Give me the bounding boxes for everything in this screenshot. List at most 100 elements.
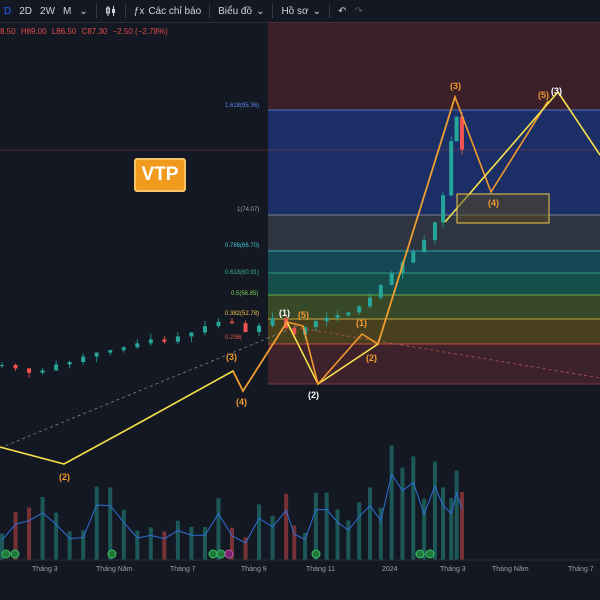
wave-label: (4) <box>488 198 499 208</box>
candle-body <box>357 306 362 313</box>
volume-bar <box>121 509 126 560</box>
volume-bar <box>324 492 329 560</box>
volume-bar <box>0 533 4 560</box>
wave-label: (3) <box>450 81 461 91</box>
volume-ma-line <box>1 472 463 544</box>
candle-body <box>27 368 32 373</box>
volume-bar <box>389 445 394 560</box>
volume-bar <box>454 470 459 560</box>
candle-body <box>175 336 180 342</box>
volume-bar <box>108 487 113 560</box>
wave-line-yellow-projection <box>444 90 600 223</box>
volume-bar <box>460 491 464 560</box>
ohlc-change: −2.50 (−2.78%) <box>112 27 168 36</box>
wave-label: (1) <box>279 308 290 318</box>
ohlc-close: C87.30 <box>81 27 108 36</box>
toolbar-divider <box>209 4 211 18</box>
fib-zone-236 <box>268 344 600 384</box>
volume-bar <box>148 527 153 560</box>
volume-bar <box>400 467 405 560</box>
candle-body <box>346 312 351 316</box>
volume-bar <box>449 497 454 560</box>
candle-body <box>324 317 329 322</box>
fib-zone-382 <box>268 319 600 344</box>
candle-body <box>40 370 45 373</box>
profile-label: Hồ sơ <box>281 5 309 17</box>
candle-body <box>313 321 318 328</box>
volume-bar <box>441 487 446 560</box>
ohlc-legend: 8.50 H89.00 L86.50 C87.30 −2.50 (−2.78%) <box>0 27 171 36</box>
volume-bar <box>292 525 297 560</box>
fib-label-786: 0.786(66.70) <box>225 243 260 249</box>
candle-body <box>108 350 113 353</box>
wave-label: (4) <box>236 397 247 407</box>
top-toolbar: D 2D 2W M ⌄ ƒx Các chỉ báo Biểu đồ ⌄ Hồ … <box>0 0 600 23</box>
x-tick: Tháng 7 <box>568 566 594 573</box>
volume-bar <box>175 520 180 560</box>
volume-bar <box>257 504 262 560</box>
candle-body <box>441 195 446 223</box>
chart-type-label: Biểu đồ <box>218 5 253 17</box>
interval-dropdown-icon[interactable]: ⌄ <box>79 5 88 17</box>
volume-bar <box>230 527 234 560</box>
interval-d[interactable]: D <box>4 5 12 17</box>
volume-bar <box>284 493 289 560</box>
volume-bar <box>162 531 167 560</box>
candle-body <box>454 116 459 142</box>
price-chart[interactable] <box>0 22 600 570</box>
wave-label: (3) <box>226 352 237 362</box>
symbol-badge: VTP <box>134 158 186 192</box>
wave-label: (2) <box>308 390 319 400</box>
volume-bar <box>270 515 275 560</box>
x-tick: Tháng 3 <box>32 566 58 573</box>
wave-label: (2) <box>366 353 377 363</box>
toolbar-divider <box>328 4 330 18</box>
fib-zone-618 <box>268 273 600 295</box>
volume-bar <box>81 530 86 560</box>
candle-body <box>368 297 372 307</box>
candle-body <box>243 323 248 333</box>
undo-icon[interactable]: ↶ <box>337 5 347 17</box>
indicators-button[interactable]: ƒx Các chỉ báo <box>130 0 205 22</box>
toolbar-divider <box>95 4 97 18</box>
dashed-trendline-lower <box>299 327 600 379</box>
volume-bar <box>13 512 18 560</box>
volume-bar <box>216 498 221 560</box>
volume-bar <box>202 527 207 560</box>
ohlc-low: L86.50 <box>51 27 77 36</box>
volume-bar <box>40 497 45 560</box>
toolbar-divider <box>124 4 126 18</box>
fib-label-236: 0.236( <box>225 335 243 341</box>
interval-m[interactable]: M <box>63 5 72 17</box>
volume-bars <box>0 445 464 560</box>
ohlc-open: 8.50 <box>0 27 16 36</box>
chevron-down-icon: ⌄ <box>256 5 265 17</box>
volume-bar <box>335 509 340 560</box>
candle-body <box>202 326 207 333</box>
fib-zone-top <box>268 22 600 110</box>
volume-bar <box>303 532 308 560</box>
chart-type-button[interactable]: Biểu đồ ⌄ <box>214 0 268 22</box>
candle-body <box>67 361 72 365</box>
fib-zone-786 <box>268 251 600 273</box>
candlesticks <box>0 111 464 378</box>
x-tick: 2024 <box>382 566 398 573</box>
candle-body <box>135 343 140 348</box>
interval-2w[interactable]: 2W <box>40 5 56 17</box>
wave4-target-box <box>456 193 550 224</box>
redo-icon[interactable]: ↷ <box>354 5 363 17</box>
candle-body <box>148 339 153 344</box>
candle-body <box>121 347 126 351</box>
time-axis[interactable]: Tháng 3 Tháng Năm Tháng 7 Tháng 9 Tháng … <box>0 562 600 582</box>
candle-body <box>270 318 275 326</box>
candlestick-icon[interactable] <box>101 0 121 22</box>
volume-bar <box>54 512 59 560</box>
candle-body <box>335 315 340 318</box>
x-tick: Tháng 7 <box>170 566 196 573</box>
wave-line-orange <box>232 94 549 393</box>
interval-2d[interactable]: 2D <box>19 5 33 17</box>
candle-body <box>292 328 297 335</box>
wave-label: (3) <box>551 86 562 96</box>
wave-label: (1) <box>356 318 367 328</box>
profile-button[interactable]: Hồ sơ ⌄ <box>277 0 325 22</box>
